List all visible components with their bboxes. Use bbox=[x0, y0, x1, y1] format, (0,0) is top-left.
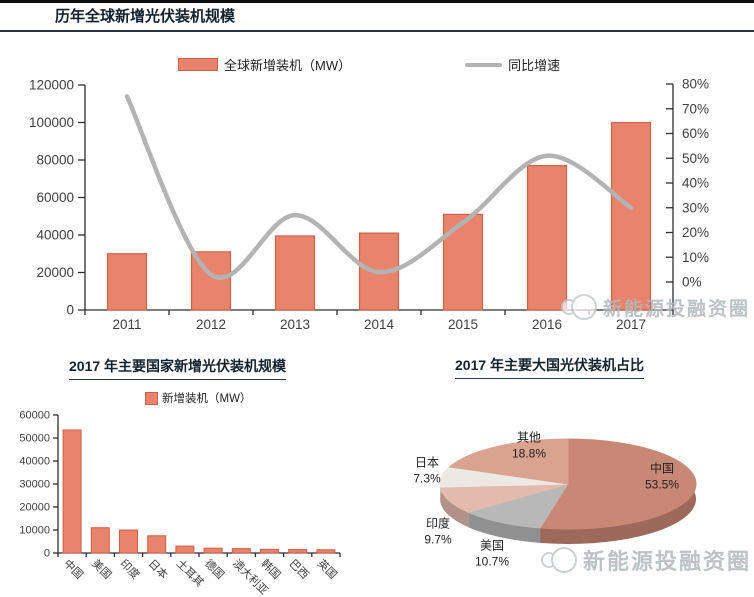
pie-label-中国: 中国 53.5% bbox=[644, 461, 680, 491]
right-axis-label: 70% bbox=[682, 101, 709, 116]
country-bar-legend-label: 新增装机（MW） bbox=[162, 393, 252, 405]
bar-series-label: 全球新增装机（MW） bbox=[224, 58, 352, 73]
category-label: 巴西 bbox=[287, 558, 311, 582]
left-axis-label: 100000 bbox=[29, 115, 74, 130]
bar-美国 bbox=[90, 527, 110, 554]
bar-日本 bbox=[147, 535, 167, 554]
right-axis-label: 40% bbox=[682, 176, 709, 191]
category-label: 日本 bbox=[146, 556, 171, 581]
right-axis-label: 10% bbox=[682, 250, 709, 265]
y-axis-label: 10000 bbox=[19, 525, 50, 537]
line-series-swatch bbox=[465, 62, 503, 67]
x-axis-label: 2012 bbox=[196, 317, 226, 332]
bar-中国 bbox=[62, 429, 82, 554]
bar-2015 bbox=[442, 213, 484, 311]
top-border-line bbox=[0, 0, 754, 3]
left-axis-label: 0 bbox=[66, 303, 74, 318]
y-axis-label: 20000 bbox=[19, 502, 50, 514]
pie-slice-中国 bbox=[539, 438, 697, 530]
x-axis-label: 2015 bbox=[448, 317, 478, 332]
pie-chart-title: 2017 年主要大国光伏装机占比 bbox=[455, 355, 645, 379]
category-label: 中国 bbox=[61, 557, 86, 582]
right-axis-label: 0% bbox=[682, 275, 702, 290]
combo-chart-legend: 全球新增装机（MW） 同比增速 bbox=[178, 55, 560, 74]
pie-slice-美国 bbox=[466, 483, 570, 529]
y-axis-label: 60000 bbox=[19, 410, 50, 422]
y-axis-label: 30000 bbox=[19, 479, 50, 491]
watermark-top: 新能源投融资圈 bbox=[561, 291, 750, 323]
combo-chart-title: 历年全球新增光伏装机规模 bbox=[55, 8, 236, 25]
watermark-bottom: 新能源投融资圈 bbox=[541, 544, 751, 576]
country-bar-chart-title: 2017 年主要国家新增光伏装机规模 bbox=[69, 356, 287, 380]
line-series-label: 同比增速 bbox=[508, 58, 561, 73]
title-divider-line bbox=[0, 30, 754, 32]
watermark-top-text: 新能源投融资圈 bbox=[603, 298, 751, 320]
bar-series-swatch bbox=[178, 58, 218, 71]
bar-土耳其 bbox=[175, 545, 195, 554]
bar-德国 bbox=[203, 547, 223, 554]
right-axis-label: 50% bbox=[682, 151, 709, 166]
category-label: 美国 bbox=[89, 557, 114, 582]
pie-chart-canvas bbox=[439, 438, 697, 544]
bar-2013 bbox=[274, 235, 316, 311]
bar-2011 bbox=[106, 253, 148, 311]
bar-2017 bbox=[610, 121, 652, 311]
country-bar-chart-canvas: 0 10000 20000 30000 40000 50000 60000 中国 美国 印度 日本土… bbox=[19, 410, 341, 597]
category-label: 印度 bbox=[117, 556, 142, 581]
growth-line bbox=[124, 94, 634, 280]
pie-3d-tops bbox=[439, 438, 697, 530]
pie-label-美国: 美国 10.7% bbox=[474, 538, 510, 568]
bar-2016 bbox=[526, 165, 568, 311]
watermark-bottom-text: 新能源投融资圈 bbox=[583, 549, 752, 574]
x-axis-label: 2013 bbox=[280, 317, 310, 332]
pie-label-印度: 印度 9.7% bbox=[424, 516, 452, 546]
x-axis-label: 2014 bbox=[364, 317, 395, 332]
pie-side-印度 bbox=[440, 487, 469, 528]
x-axis-label: 2011 bbox=[112, 317, 141, 332]
x-axis-label: 2016 bbox=[532, 317, 562, 332]
bar-澳大利亚 bbox=[231, 548, 251, 554]
pie-slice-其他 bbox=[448, 438, 569, 485]
right-axis-label: 30% bbox=[682, 200, 709, 215]
y-axis-label: 40000 bbox=[19, 456, 50, 468]
category-label: 韩国 bbox=[258, 556, 283, 581]
watermark-logo-icon bbox=[561, 291, 599, 323]
category-label: 德国 bbox=[202, 556, 227, 581]
pie-slice-印度 bbox=[439, 483, 569, 513]
y-axis-label: 50000 bbox=[19, 433, 50, 445]
country-bar-swatch bbox=[145, 391, 158, 405]
bar-英国 bbox=[316, 549, 336, 554]
x-axis-label: 2017 bbox=[616, 317, 646, 332]
pie-side-美国 bbox=[468, 512, 541, 543]
right-axis-label: 60% bbox=[682, 126, 709, 141]
right-axis-label: 80% bbox=[682, 77, 709, 92]
country-bar-chart-legend: 新增装机（MW） bbox=[145, 390, 251, 406]
category-label: 英国 bbox=[315, 556, 340, 581]
bar-巴西 bbox=[288, 549, 308, 554]
pie-label-其他: 其他 18.8% bbox=[511, 430, 547, 460]
left-axis-label: 40000 bbox=[36, 228, 74, 243]
bar-印度 bbox=[119, 529, 138, 554]
category-label: 土耳其 bbox=[174, 557, 207, 590]
left-axis-label: 20000 bbox=[36, 265, 74, 280]
left-axis-label: 80000 bbox=[36, 153, 74, 168]
y-axis-label: 0 bbox=[44, 548, 50, 560]
bar-韩国 bbox=[260, 548, 279, 554]
pie-label-日本: 日本 7.3% bbox=[413, 455, 441, 485]
left-axis-label: 120000 bbox=[29, 78, 74, 93]
watermark-logo-icon bbox=[541, 544, 579, 576]
left-axis-label: 60000 bbox=[36, 190, 74, 205]
right-axis-label: 20% bbox=[682, 225, 709, 240]
combo-chart-canvas: 0 20000 40000 60000 80000 100000 120000 0% 10% 20… bbox=[29, 77, 709, 333]
